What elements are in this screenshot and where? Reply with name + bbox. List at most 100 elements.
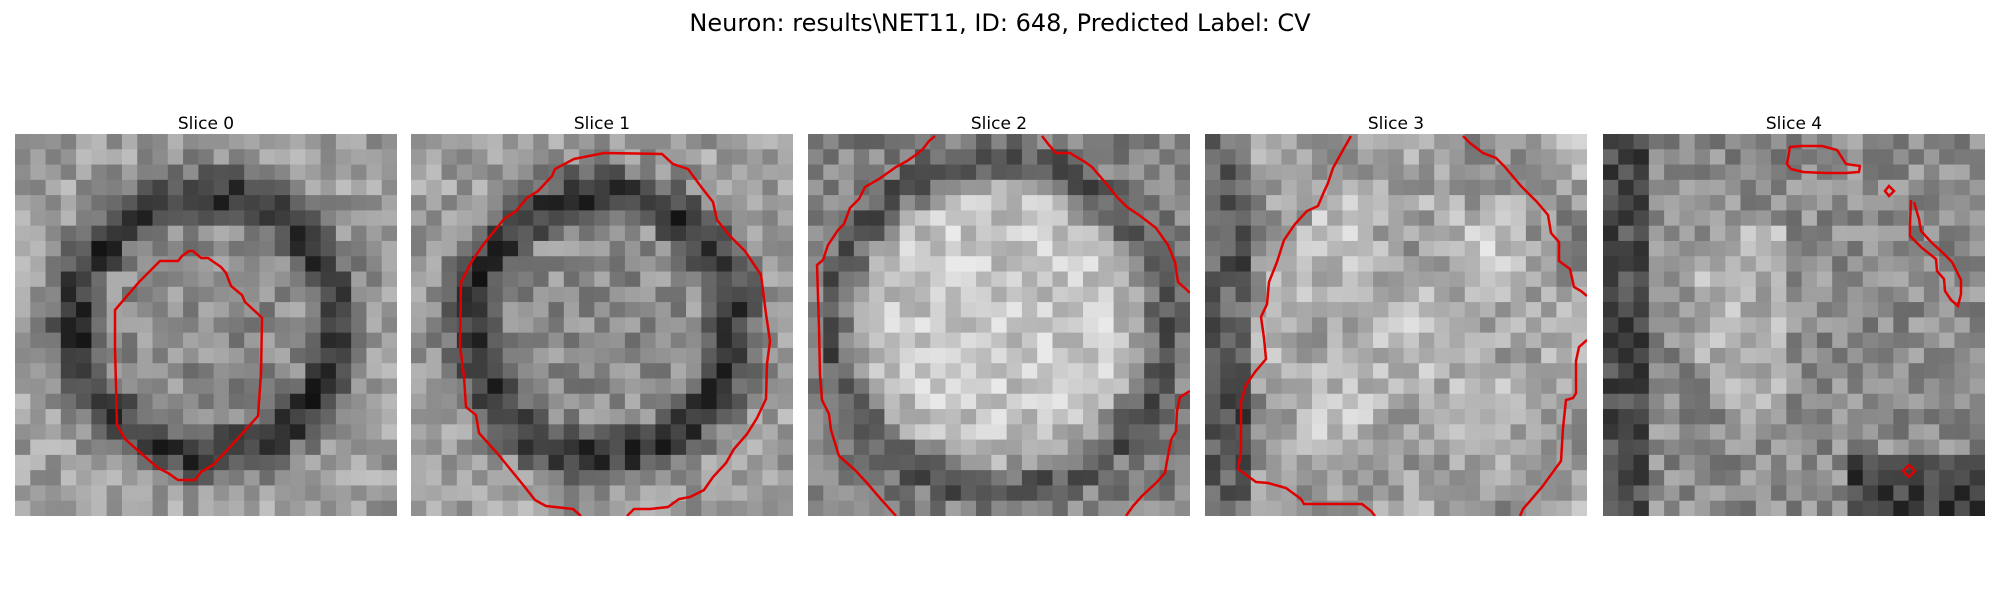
pixel [1664, 134, 1680, 150]
pixel [426, 500, 443, 516]
pixel [274, 332, 291, 349]
pixel [1786, 210, 1803, 227]
pixel [456, 424, 473, 441]
pixel [1449, 378, 1466, 395]
pixel [305, 195, 322, 211]
pixel [777, 439, 793, 456]
pixel [1725, 271, 1742, 288]
pixel [91, 210, 108, 227]
pixel [121, 378, 138, 395]
pixel [1250, 393, 1267, 410]
pixel [533, 332, 550, 349]
pixel [747, 485, 764, 502]
pixel [670, 393, 687, 410]
pixel [762, 134, 779, 150]
pixel [747, 225, 764, 242]
pixel [183, 286, 199, 303]
pixel [121, 256, 138, 273]
pixel [579, 332, 595, 349]
pixel [487, 363, 504, 380]
pixel [548, 317, 565, 334]
pixel [517, 500, 534, 516]
pixel [976, 225, 992, 242]
pixel [1571, 485, 1587, 502]
pixel [853, 439, 870, 456]
pixel [274, 500, 291, 516]
slice-panel-1: Slice 1 [411, 114, 793, 516]
pixel [45, 302, 62, 318]
pixel [1969, 256, 1985, 273]
pixel [1633, 225, 1650, 242]
pixel [609, 149, 626, 166]
pixel [76, 439, 92, 456]
pixel [1603, 409, 1619, 425]
pixel [823, 179, 840, 196]
pixel [183, 164, 199, 181]
pixel [335, 195, 352, 211]
pixel [1694, 363, 1711, 380]
pixel [1786, 271, 1803, 288]
pixel [1862, 179, 1879, 196]
pixel [502, 378, 519, 395]
pixel [30, 363, 47, 380]
pixel [1571, 256, 1587, 273]
contour-line [1908, 199, 1963, 309]
pixel [1832, 424, 1849, 441]
pixel [91, 500, 108, 516]
pixel [1525, 470, 1542, 487]
pixel [1418, 302, 1435, 318]
pixel [60, 302, 77, 318]
pixel [1939, 378, 1956, 395]
pixel [1923, 363, 1940, 380]
pixel [76, 271, 92, 288]
pixel [777, 424, 793, 441]
pixel [502, 210, 519, 227]
pixel [960, 210, 977, 227]
pixel [930, 378, 947, 395]
pixel [137, 500, 154, 516]
pixel [1434, 317, 1451, 334]
pixel [366, 164, 383, 181]
pixel [1893, 454, 1910, 471]
pixel [548, 149, 565, 166]
pixel [1327, 317, 1344, 334]
pixel [670, 240, 687, 257]
pixel [472, 179, 488, 196]
pixel [686, 500, 702, 516]
pixel [869, 363, 885, 380]
pixel [1939, 409, 1956, 425]
pixel [335, 470, 352, 487]
pixel [1603, 195, 1619, 211]
pixel [1327, 332, 1344, 349]
contour-line [1462, 135, 1587, 297]
pixel [1771, 317, 1787, 334]
pixel [1816, 225, 1833, 242]
pixel [167, 347, 184, 364]
pixel [1525, 240, 1542, 257]
pixel [320, 393, 337, 410]
pixel [1052, 317, 1069, 334]
pixel [1603, 179, 1619, 196]
pixel [1556, 225, 1573, 242]
pixel [1755, 454, 1772, 471]
pixel [1571, 470, 1587, 487]
pixel [106, 378, 123, 395]
pixel [1311, 470, 1328, 487]
pixel [1434, 164, 1451, 181]
pixel [1098, 439, 1115, 456]
pixel [609, 240, 626, 257]
pixel [1235, 240, 1252, 257]
pixel [976, 378, 992, 395]
pixel [1342, 149, 1359, 166]
pixel [1266, 210, 1282, 227]
pixel [259, 332, 276, 349]
pixel [686, 240, 702, 257]
pixel [351, 302, 368, 318]
pixel [167, 439, 184, 456]
pixel [1098, 164, 1115, 181]
pixel [869, 195, 885, 211]
pixel [45, 470, 62, 487]
pixel [1281, 286, 1298, 303]
pixel [1113, 317, 1130, 334]
pixel [777, 332, 793, 349]
